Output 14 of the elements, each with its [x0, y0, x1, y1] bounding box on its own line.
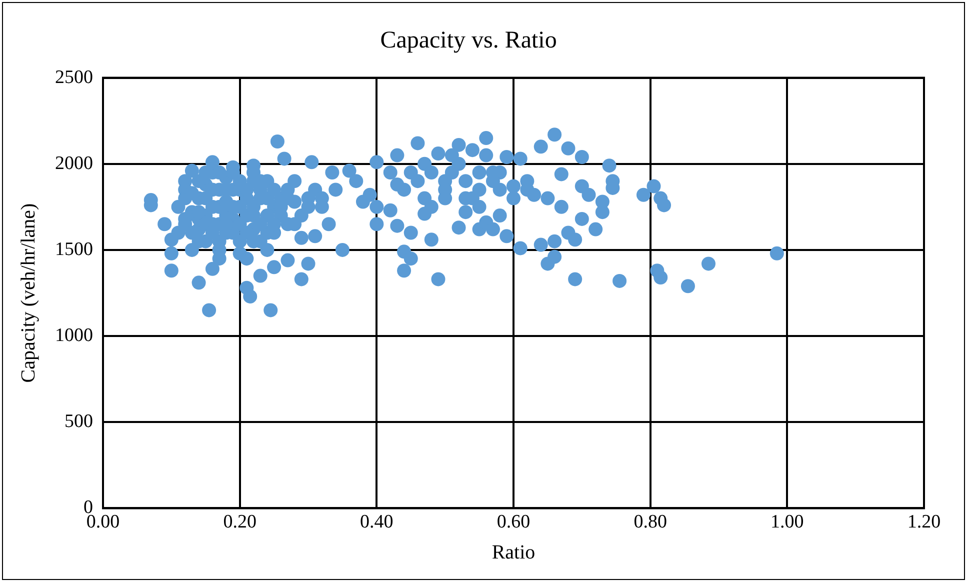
x-tick-label: 0.60 — [496, 512, 530, 533]
chart-title: Capacity vs. Ratio — [380, 28, 557, 54]
y-tick-label: 1000 — [55, 325, 93, 346]
x-axis-title: Ratio — [492, 541, 536, 564]
x-tick-label: 0.40 — [360, 512, 394, 533]
y-tick-label: 2500 — [55, 66, 93, 88]
x-tick-label: 0.20 — [223, 512, 256, 533]
x-tick-label: 1.20 — [907, 512, 941, 533]
y-tick-label: 1500 — [55, 238, 93, 260]
x-tick-label: 0.80 — [634, 512, 667, 533]
y-axis-title: Capacity (veh/hr/lane) — [17, 203, 40, 383]
y-tick-label: 2000 — [55, 152, 93, 174]
y-tick-label: 500 — [64, 411, 93, 432]
x-tick-label: 1.00 — [770, 512, 804, 533]
